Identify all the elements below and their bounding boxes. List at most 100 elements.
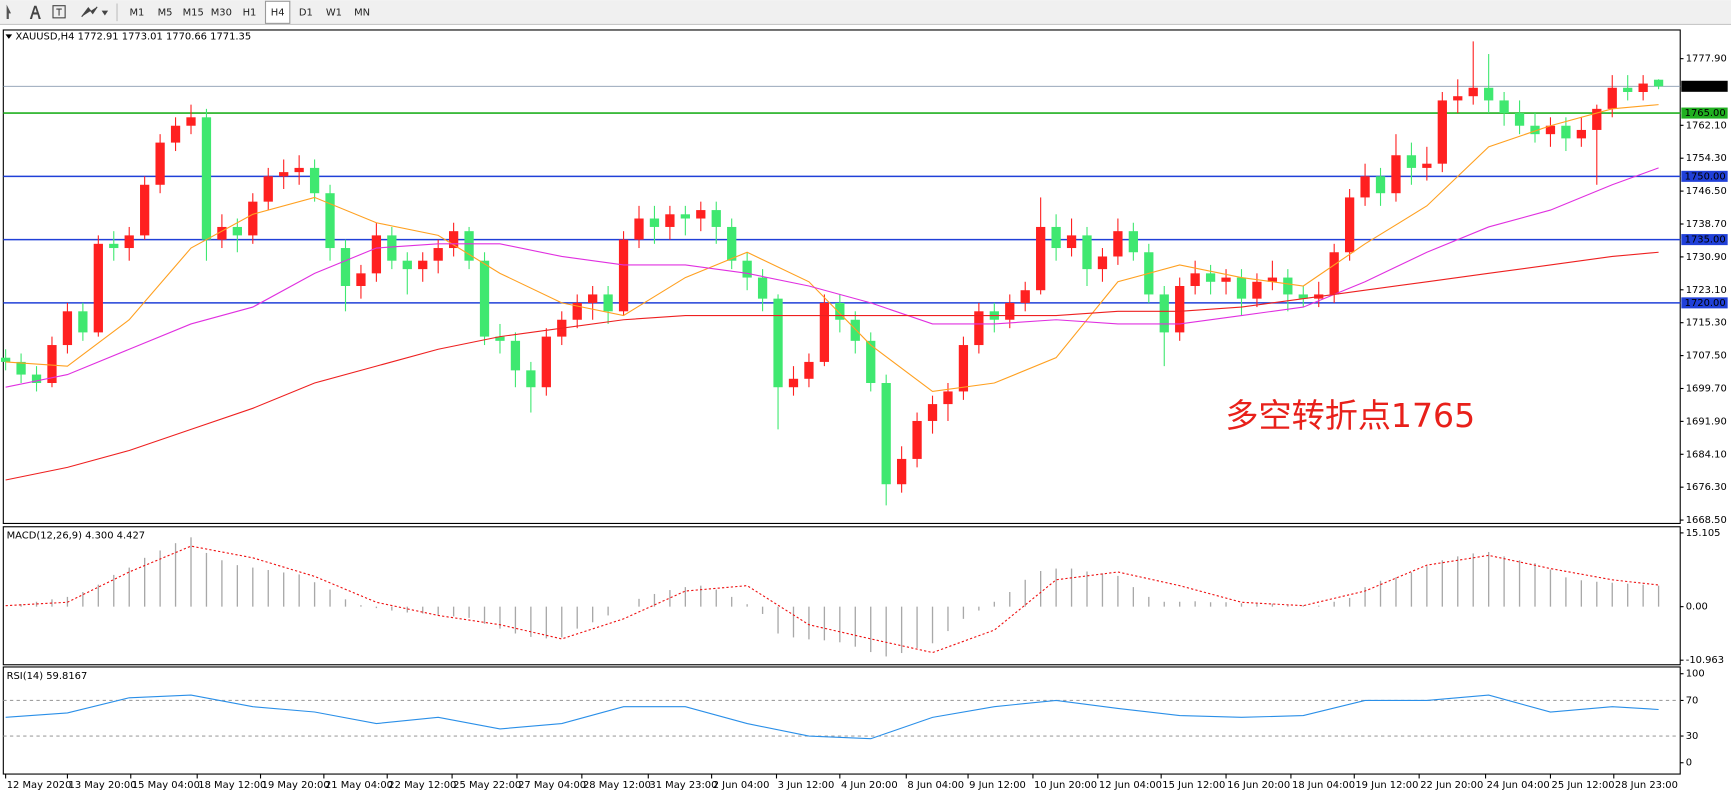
- symbol: XAUUSD,H4: [15, 32, 74, 43]
- active-timeframe: [264, 0, 291, 24]
- candle-body: [943, 391, 953, 405]
- candle-body: [124, 235, 134, 249]
- candle-body: [294, 167, 304, 173]
- candle-body: [665, 214, 675, 227]
- timeframe-button[interactable]: D1: [299, 7, 313, 18]
- candle-body: [201, 117, 212, 240]
- timeframe-button[interactable]: H1: [243, 7, 257, 18]
- candle-body: [1623, 87, 1633, 92]
- candle-body: [495, 336, 505, 341]
- candle-body: [912, 420, 922, 459]
- level-label-bg: [1681, 234, 1728, 246]
- candle-body: [850, 319, 860, 341]
- level-label-bg: [1681, 297, 1728, 309]
- timeframe-button[interactable]: M30: [211, 7, 232, 18]
- level-label: 1765.00: [1685, 108, 1726, 119]
- cursor-tool[interactable]: [6, 4, 12, 19]
- y-tick-label: 0.00: [1686, 602, 1708, 613]
- x-tick-label: 25 May 22:00: [453, 780, 521, 791]
- candle-body: [696, 210, 706, 219]
- x-tick-label: 19 Jun 12:00: [1355, 780, 1418, 791]
- candle-body: [1113, 231, 1123, 257]
- x-tick-label: 12 May 2020: [7, 780, 72, 791]
- x-tick-label: 4 Jun 20:00: [841, 780, 898, 791]
- candle-body: [1159, 294, 1169, 333]
- candle-body: [757, 277, 768, 299]
- candle-body: [804, 361, 814, 379]
- level-label: 1720.00: [1685, 298, 1726, 309]
- candle-body: [1499, 100, 1509, 114]
- y-tick-label: 1723.10: [1686, 285, 1727, 296]
- candle-body: [232, 226, 242, 236]
- candle-body: [1005, 302, 1015, 320]
- candle-body: [1205, 273, 1216, 282]
- x-tick-label: 31 May 23:00: [649, 780, 717, 791]
- x-tick-label: 19 May 20:00: [262, 780, 330, 791]
- rsi-line: [5, 694, 1659, 740]
- candle-body: [603, 294, 613, 312]
- x-tick-label: 8 Jun 04:00: [907, 780, 964, 791]
- candle-body: [479, 260, 490, 337]
- y-tick-label: 0: [1686, 758, 1692, 769]
- timeframes: M1 M5 M15 M30 H1 H4 D1 W1 MN: [129, 0, 370, 24]
- candle-body: [819, 302, 830, 362]
- candle-body: [325, 193, 335, 249]
- x-tick-label: 13 May 20:00: [69, 780, 137, 791]
- x-tick-label: 16 Jun 20:00: [1227, 780, 1290, 791]
- candle-body: [1252, 281, 1262, 299]
- timeframe-button[interactable]: M5: [158, 7, 173, 18]
- candle-body: [742, 260, 752, 278]
- candle-body: [1545, 125, 1556, 135]
- label-tool[interactable]: [52, 5, 66, 19]
- text-tool[interactable]: [29, 5, 41, 19]
- candle-body: [1236, 277, 1247, 299]
- candle-body: [588, 294, 598, 303]
- level-label-bg: [1681, 107, 1728, 119]
- y-tick-label: 1676.30: [1686, 482, 1727, 493]
- candle-body: [371, 235, 382, 274]
- timeframe-button[interactable]: H4: [271, 7, 285, 18]
- candle-body: [62, 311, 73, 346]
- objects-tool[interactable]: [81, 6, 109, 18]
- candle-body: [618, 239, 629, 312]
- candle-body: [835, 302, 845, 320]
- y-tick-label: 15.105: [1686, 528, 1721, 539]
- candle-body: [1561, 125, 1571, 139]
- candle-body: [1468, 87, 1478, 97]
- x-tick-label: 27 May 04:00: [518, 780, 586, 791]
- pane-border: [2, 29, 1681, 525]
- candle-body: [680, 214, 690, 219]
- candle-body: [170, 125, 181, 143]
- candle-body: [31, 374, 42, 384]
- candle-body: [1360, 176, 1370, 198]
- y-tick-label: 1699.70: [1686, 383, 1727, 394]
- x-tick-label: 18 Jun 04:00: [1292, 780, 1355, 791]
- candle-body: [16, 361, 26, 375]
- low-value: 1770.66: [166, 32, 207, 43]
- pane-border: [2, 666, 1681, 775]
- symbol-marker: [5, 34, 13, 39]
- candle-body: [711, 210, 721, 227]
- pane-title: MACD(12,26,9) 4.300 4.427: [7, 531, 145, 542]
- open-value: 1772.91: [78, 32, 119, 43]
- candle-body: [1638, 83, 1648, 92]
- candle-body: [1097, 256, 1108, 270]
- x-tick-label: 10 Jun 20:00: [1034, 780, 1097, 791]
- x-tick-label: 21 May 04:00: [325, 780, 393, 791]
- high-value: 1773.01: [122, 32, 163, 43]
- y-tick-label: 70: [1686, 695, 1699, 706]
- x-tick-label: 28 Jun 23:00: [1615, 780, 1678, 791]
- timeframe-button[interactable]: M15: [183, 7, 204, 18]
- x-tick-label: 25 Jun 12:00: [1552, 780, 1615, 791]
- candle-body: [896, 458, 907, 485]
- timeframe-button[interactable]: M1: [129, 7, 144, 18]
- timeframe-button[interactable]: MN: [354, 7, 370, 18]
- timeframe-button[interactable]: W1: [326, 7, 342, 18]
- candle-body: [1514, 113, 1525, 126]
- y-tick-label: 100: [1686, 669, 1705, 680]
- pane-title: RSI(14) 59.8167: [7, 671, 88, 682]
- candle-body: [47, 345, 57, 384]
- candle-body: [186, 117, 196, 126]
